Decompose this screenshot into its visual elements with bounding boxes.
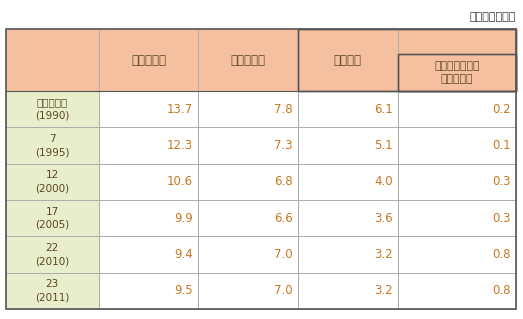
Text: 7.0: 7.0 [275,284,293,297]
Bar [6,236,98,273]
Bar [398,200,516,236]
Bar [6,29,516,309]
Bar [98,164,198,200]
Text: 22
(2010): 22 (2010) [35,243,70,266]
Text: 9.9: 9.9 [175,212,194,225]
Bar [398,54,516,91]
Text: 7
(1995): 7 (1995) [35,134,70,157]
Bar [98,127,198,164]
Bar [298,273,398,309]
Text: 5.1: 5.1 [374,139,393,152]
Text: 23
(2011): 23 (2011) [35,279,70,302]
Bar [298,29,516,91]
Bar [398,273,516,309]
Bar [198,273,298,309]
Text: 農業所得: 農業所得 [334,54,362,66]
Text: 中間投入等: 中間投入等 [231,54,266,66]
Text: 6.1: 6.1 [374,103,393,116]
Text: 0.2: 0.2 [492,103,511,116]
Bar [398,164,516,200]
Text: 13.7: 13.7 [167,103,194,116]
Bar [6,91,98,127]
Text: 9.4: 9.4 [175,248,194,261]
Text: 0.8: 0.8 [493,248,511,261]
Text: 平成２年度
(1990): 平成２年度 (1990) [35,98,70,121]
Text: 7.8: 7.8 [275,103,293,116]
Text: 3.6: 3.6 [374,212,393,225]
Bar [6,200,98,236]
Text: 6.6: 6.6 [274,212,293,225]
Text: 0.3: 0.3 [493,175,511,188]
Text: 12
(2000): 12 (2000) [35,170,70,193]
Text: 0.8: 0.8 [493,284,511,297]
Bar [298,236,398,273]
Bar [98,200,198,236]
Text: 17
(2005): 17 (2005) [35,207,70,230]
Text: 0.3: 0.3 [493,212,511,225]
Bar [398,127,516,164]
Bar [398,91,516,127]
Text: 農業生産額: 農業生産額 [131,54,166,66]
Text: 0.1: 0.1 [492,139,511,152]
Text: 9.5: 9.5 [175,284,194,297]
Bar [6,29,516,91]
Bar [298,29,516,91]
Bar [198,200,298,236]
Bar [6,273,98,309]
Text: 10.6: 10.6 [167,175,194,188]
Text: 4.0: 4.0 [374,175,393,188]
Bar [298,127,398,164]
Bar [298,91,398,127]
Text: 3.2: 3.2 [374,248,393,261]
Bar [198,236,298,273]
Bar [98,91,198,127]
Bar [6,164,98,200]
Bar [198,91,298,127]
Bar [198,127,298,164]
Bar [98,236,198,273]
Text: 7.3: 7.3 [275,139,293,152]
Bar [6,127,98,164]
Text: 12.3: 12.3 [167,139,194,152]
Bar [398,54,516,91]
Text: 農業所得のうち
経常補助金: 農業所得のうち 経常補助金 [434,61,480,84]
Text: 3.2: 3.2 [374,284,393,297]
Bar [198,164,298,200]
Bar [98,273,198,309]
Bar [398,236,516,273]
Text: 6.8: 6.8 [275,175,293,188]
Bar [298,200,398,236]
Bar [298,164,398,200]
Text: （単位：兆円）: （単位：兆円） [470,12,516,22]
Text: 7.0: 7.0 [275,248,293,261]
